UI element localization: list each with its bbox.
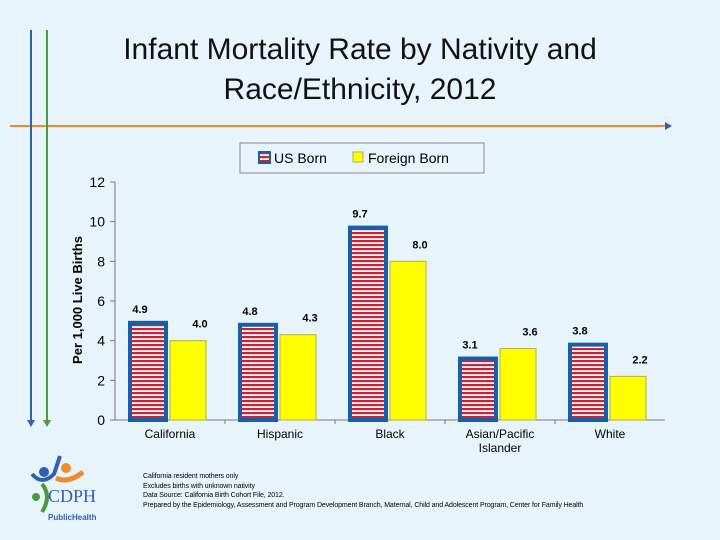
bar-foreign-born	[499, 348, 537, 421]
legend: US Born Foreign Born	[239, 142, 485, 174]
legend-label-foreign-born: Foreign Born	[368, 150, 449, 166]
footnotes: California resident mothers only Exclude…	[143, 472, 583, 510]
data-label: 3.1	[462, 340, 477, 352]
legend-label-us-born: US Born	[274, 150, 327, 166]
data-label: 2.2	[632, 354, 647, 366]
footnote: California resident mothers only	[143, 473, 239, 480]
y-tick-label: 6	[97, 293, 105, 309]
data-label: 8.0	[412, 239, 427, 251]
svg-text:PublicHealth: PublicHealth	[48, 513, 97, 522]
legend-box	[239, 142, 485, 174]
data-label: 4.3	[302, 313, 317, 325]
footnote: Prepared by the Epidemiology, Assessment…	[143, 501, 584, 509]
chart-title: Infant Mortality Rate by Nativity and Ra…	[123, 33, 597, 106]
bar-foreign-born	[169, 340, 207, 421]
x-tick-label: Black	[375, 427, 405, 441]
arrow-right-icon	[665, 122, 672, 130]
footnote: Data Source: California Birth Cohort Fil…	[143, 492, 285, 499]
y-axis-label: Per 1,000 Live Births	[70, 236, 85, 364]
data-label: 4.9	[132, 304, 147, 316]
arrow-down-icon	[43, 420, 51, 427]
data-label: 3.8	[572, 326, 587, 338]
x-tick-label: California	[145, 427, 196, 441]
bar-us-born	[458, 356, 498, 422]
legend-swatch-us-born	[258, 151, 271, 164]
arrow-down-icon	[27, 420, 35, 427]
bar-us-born	[128, 320, 168, 423]
decor-lines	[10, 30, 672, 427]
y-tick-label: 10	[89, 214, 105, 230]
y-tick-label: 8	[97, 253, 105, 269]
y-tick-label: 12	[89, 174, 105, 190]
bar-foreign-born	[389, 260, 427, 421]
data-label: 4.8	[242, 306, 257, 318]
y-tick-label: 4	[97, 333, 105, 349]
data-label: 4.0	[192, 319, 207, 331]
bar-foreign-born	[609, 375, 647, 421]
x-tick-label: Hispanic	[257, 427, 303, 441]
x-tick-label: White	[595, 427, 626, 441]
data-label: 3.6	[522, 327, 537, 339]
y-tick-label: 0	[97, 412, 105, 428]
legend-swatch-foreign-born	[352, 151, 364, 163]
cdph-logo: CDPH PublicHealth	[28, 452, 106, 532]
bar-foreign-born	[279, 334, 317, 421]
bar-us-born	[238, 322, 278, 422]
x-tick-label: Islander	[479, 441, 522, 455]
x-tick-label: Asian/Pacific	[466, 427, 535, 441]
bar-us-born	[348, 225, 388, 422]
data-label: 9.7	[352, 209, 367, 221]
y-tick-label: 2	[97, 372, 105, 388]
bar-us-born	[568, 342, 608, 422]
logo-text: CDPH	[48, 486, 96, 506]
footnote: Excludes births with unknown nativity	[143, 482, 255, 490]
